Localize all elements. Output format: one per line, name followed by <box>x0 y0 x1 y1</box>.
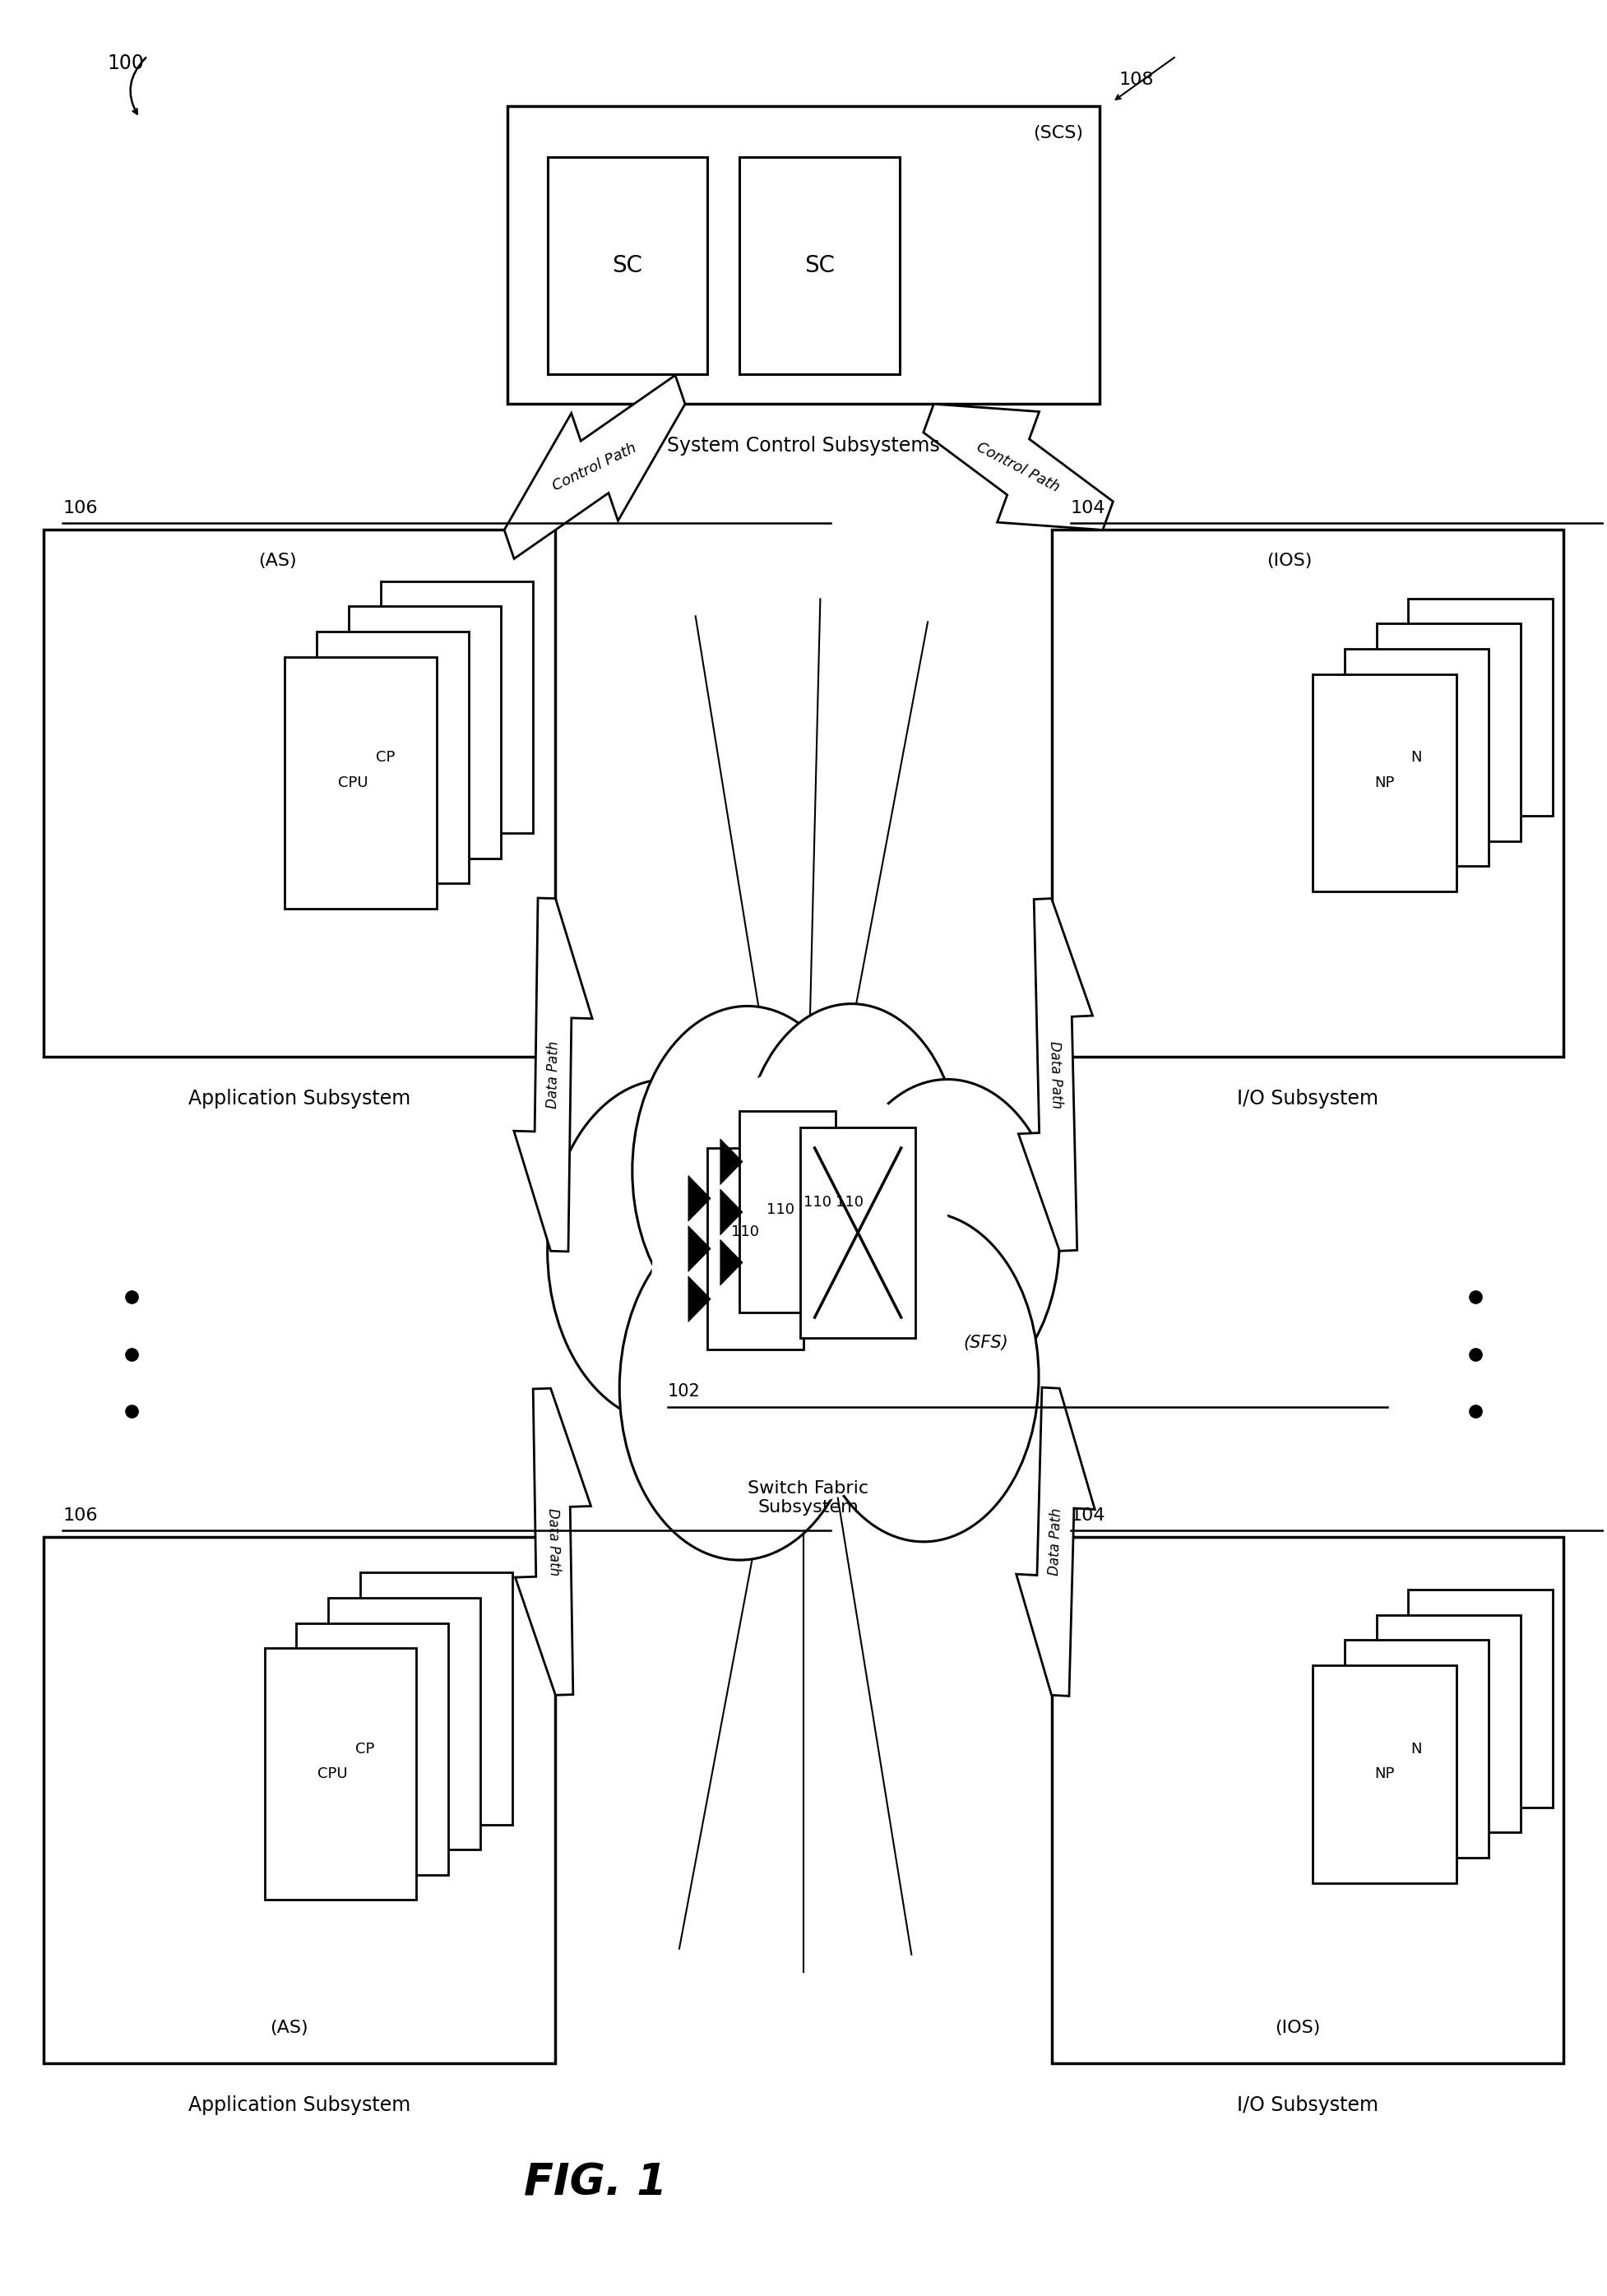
Bar <box>1376 625 1520 840</box>
Polygon shape <box>688 1277 710 1322</box>
Text: (IOS): (IOS) <box>1274 2020 1319 2037</box>
Bar <box>349 606 501 859</box>
Bar <box>1313 675 1456 891</box>
Text: SC: SC <box>612 255 643 278</box>
Bar <box>1051 530 1564 1056</box>
Polygon shape <box>514 898 593 1251</box>
Bar <box>43 1536 556 2064</box>
Text: CPU: CPU <box>318 1766 347 1782</box>
Bar <box>508 106 1099 404</box>
Polygon shape <box>688 1176 710 1221</box>
Polygon shape <box>924 404 1114 530</box>
Polygon shape <box>688 1226 710 1272</box>
Text: Switch Fabric
Subsystem: Switch Fabric Subsystem <box>747 1481 869 1515</box>
Text: I/O Subsystem: I/O Subsystem <box>1237 2096 1379 2115</box>
Circle shape <box>548 1079 787 1424</box>
Bar <box>1376 1614 1520 1832</box>
Text: N: N <box>1443 1717 1454 1731</box>
Polygon shape <box>720 1139 742 1185</box>
Text: 110: 110 <box>804 1194 831 1210</box>
Text: N: N <box>1475 700 1486 714</box>
Text: (IOS): (IOS) <box>1266 553 1313 569</box>
Text: (AS): (AS) <box>259 553 297 569</box>
Bar <box>739 1111 836 1313</box>
Bar <box>707 1148 804 1350</box>
Text: NP: NP <box>1374 776 1395 790</box>
Circle shape <box>619 1217 860 1559</box>
Text: (SFS): (SFS) <box>964 1334 1009 1350</box>
Text: System Control Subsystems: System Control Subsystems <box>667 436 940 457</box>
Bar <box>317 631 469 884</box>
Polygon shape <box>720 1189 742 1235</box>
Polygon shape <box>505 374 685 558</box>
Text: 106: 106 <box>63 1506 98 1525</box>
Polygon shape <box>1016 1387 1094 1697</box>
Bar <box>1345 1639 1488 1857</box>
Text: N: N <box>1443 726 1454 739</box>
Text: N: N <box>1411 751 1422 765</box>
Bar <box>328 1598 480 1851</box>
Text: 110: 110 <box>767 1201 794 1217</box>
Text: CP: CP <box>355 1740 374 1756</box>
Bar <box>296 1623 448 1876</box>
Bar <box>548 156 707 374</box>
Circle shape <box>742 1003 961 1316</box>
Text: CPU: CPU <box>337 776 368 790</box>
Text: (AS): (AS) <box>270 2020 309 2037</box>
Bar <box>1345 650 1488 866</box>
Text: 102: 102 <box>667 1384 701 1401</box>
Text: 108: 108 <box>1118 71 1154 87</box>
Bar <box>739 156 900 374</box>
Bar <box>1408 599 1552 815</box>
Text: C: C <box>444 700 455 714</box>
Text: N: N <box>1411 1740 1422 1756</box>
Text: NP: NP <box>1374 1766 1395 1782</box>
Polygon shape <box>720 1240 742 1286</box>
Text: CP: CP <box>376 751 395 765</box>
Text: I/O Subsystem: I/O Subsystem <box>1237 1088 1379 1109</box>
Text: Data Path: Data Path <box>545 1508 561 1575</box>
Bar <box>381 581 534 833</box>
Bar <box>800 1127 916 1339</box>
Text: 104: 104 <box>1070 501 1106 517</box>
Bar <box>1051 1536 1564 2064</box>
Text: 100: 100 <box>108 53 145 73</box>
Text: SC: SC <box>804 255 834 278</box>
Text: C: C <box>392 1717 402 1731</box>
Bar <box>43 530 556 1056</box>
Circle shape <box>808 1212 1038 1541</box>
Polygon shape <box>1019 898 1093 1251</box>
Text: Data Path: Data Path <box>1046 1508 1064 1575</box>
Text: 106: 106 <box>63 501 98 517</box>
Bar <box>1313 1665 1456 1883</box>
Bar <box>284 657 437 909</box>
Bar <box>265 1649 416 1901</box>
Text: 104: 104 <box>1070 1506 1106 1525</box>
Text: Application Subsystem: Application Subsystem <box>188 2096 410 2115</box>
Circle shape <box>836 1079 1059 1401</box>
Text: C: C <box>411 726 423 739</box>
Text: N: N <box>1475 1692 1486 1706</box>
Text: (SCS): (SCS) <box>1033 124 1083 140</box>
Text: Control Path: Control Path <box>974 439 1062 494</box>
Text: C: C <box>424 1692 434 1706</box>
Text: 110: 110 <box>731 1224 760 1240</box>
Text: Data Path: Data Path <box>1048 1040 1064 1109</box>
Bar <box>360 1573 513 1825</box>
Text: Control Path: Control Path <box>550 441 640 494</box>
Circle shape <box>651 1068 956 1504</box>
Text: Application Subsystem: Application Subsystem <box>188 1088 410 1109</box>
Bar <box>1408 1589 1552 1807</box>
Text: FIG. 1: FIG. 1 <box>524 2161 667 2204</box>
Polygon shape <box>516 1389 591 1694</box>
Circle shape <box>632 1006 863 1336</box>
Text: 110: 110 <box>836 1194 863 1210</box>
Text: Data Path: Data Path <box>545 1040 561 1109</box>
